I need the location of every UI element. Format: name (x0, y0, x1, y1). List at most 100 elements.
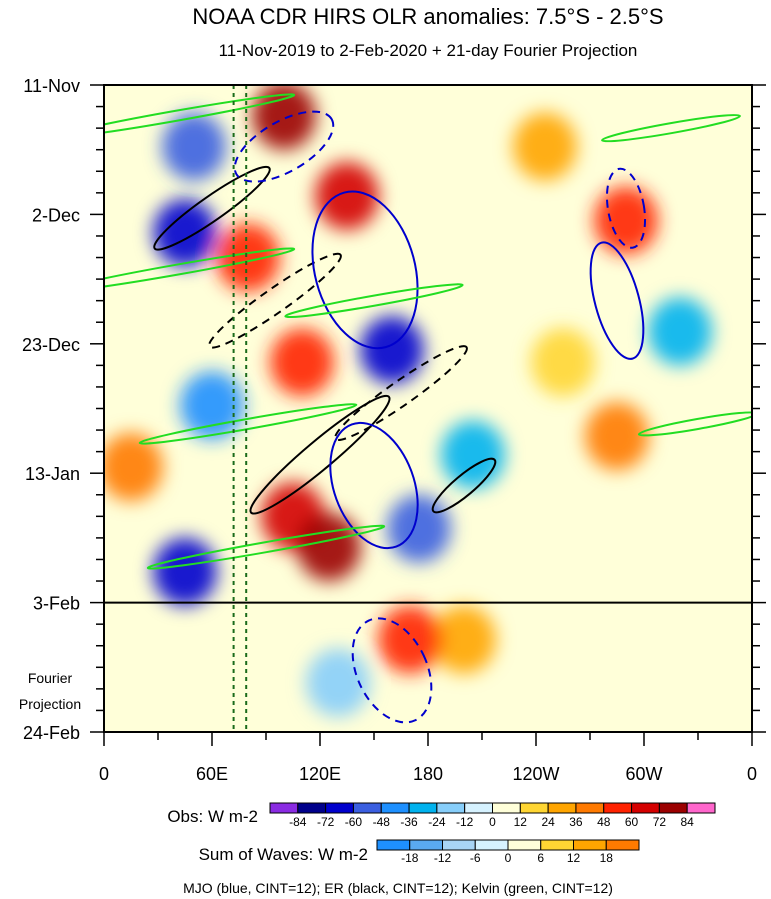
obs-colorbar-level-label: 84 (681, 815, 695, 829)
wave-contour-9 (605, 167, 647, 249)
waves-colorbar-level-label: 12 (567, 851, 581, 865)
obs-colorbar-swatch (380, 802, 410, 814)
x-tick-label: 180 (413, 764, 443, 784)
waves-colorbar-swatch (474, 839, 509, 851)
wave-contour-3 (334, 345, 468, 442)
y-tick-label: 23-Dec (22, 335, 80, 355)
waves-colorbar-swatch (442, 839, 476, 851)
obs-colorbar-level-label: 0 (489, 815, 496, 829)
anomaly-feature-16 (432, 605, 496, 674)
obs-colorbar-swatch (325, 802, 354, 814)
waves-colorbar-swatch (376, 839, 411, 851)
x-tick-label: 0 (747, 764, 757, 784)
y-tick-label: 13-Jan (25, 464, 80, 484)
waves-colorbar-level-label: -12 (434, 851, 452, 865)
wave-contour-11 (104, 93, 296, 139)
wave-contour-13 (284, 283, 464, 319)
y-tick-label: 11-Nov (23, 76, 80, 96)
wave-contour-4 (431, 457, 497, 514)
obs-colorbar-swatch (547, 802, 577, 814)
obs-colorbar-swatch (464, 802, 493, 814)
wave-legend: MJO (blue, CINT=12); ER (black, CINT=12)… (183, 880, 613, 896)
obs-colorbar-level-label: -24 (428, 815, 446, 829)
waves-colorbar-swatch (540, 839, 574, 851)
x-tick-label: 120W (512, 764, 559, 784)
projection-label-line2: Projection (19, 696, 81, 712)
x-axis: 0 60E 120E 180 120W 60W 0 (99, 732, 757, 784)
reference-lines (232, 85, 248, 732)
anomaly-feature-20 (513, 112, 577, 181)
obs-colorbar-swatch (575, 802, 605, 814)
anomaly-feature-13 (594, 186, 658, 255)
wave-contour-7 (329, 421, 419, 550)
waves-colorbar-level-label: 18 (600, 851, 614, 865)
y-tick-label: 24-Feb (23, 723, 80, 743)
waves-colorbar-level-label: -6 (470, 851, 481, 865)
wave-contour-10 (351, 617, 433, 724)
anomaly-feature-21 (531, 328, 595, 397)
waves-colorbar: -18 -12 -6 0 6 12 18 (376, 839, 640, 865)
obs-colorbar-level-label: -60 (345, 815, 363, 829)
waves-colorbar-title: Sum of Waves: W m-2 (199, 845, 368, 864)
obs-colorbar-level-label: -72 (317, 815, 335, 829)
obs-colorbar-swatch (297, 802, 327, 814)
wave-contour-14 (138, 403, 358, 445)
y-axis: 11-Nov 2-Dec 23-Dec 13-Jan 3-Feb 24-Feb (22, 76, 766, 743)
waves-colorbar-swatch (605, 839, 640, 851)
anomaly-feature-6 (360, 315, 424, 384)
anomaly-feature-2 (252, 85, 316, 150)
chart-subtitle: 11-Nov-2019 to 2-Feb-2020 + 21-day Fouri… (219, 41, 638, 60)
wave-contour-6 (311, 190, 419, 350)
waves-colorbar-level-label: 0 (505, 851, 512, 865)
anomaly-feature-17 (378, 605, 442, 674)
x-tick-label: 0 (99, 764, 109, 784)
obs-colorbar-swatch (269, 802, 299, 814)
wave-contour-15 (146, 524, 386, 570)
obs-colorbar-level-label: -36 (400, 815, 418, 829)
obs-colorbar: -84 -72 -60 -48 -36 -24 -12 0 12 24 36 48 60 72 84 (269, 802, 716, 829)
obs-colorbar-swatch (658, 802, 688, 814)
wave-contour-1 (208, 252, 342, 349)
projection-label-line1: Fourier (28, 670, 73, 686)
chart-title: NOAA CDR HIRS OLR anomalies: 7.5°S - 2.5… (192, 4, 663, 29)
anomaly-feature-19 (648, 297, 712, 366)
x-tick-label: 60W (625, 764, 662, 784)
anomaly-feature-15 (441, 420, 505, 489)
wave-contour-16 (601, 114, 741, 143)
obs-colorbar-level-label: -48 (373, 815, 391, 829)
y-tick-label: 3-Feb (33, 594, 80, 614)
wave-contour-2 (249, 394, 391, 515)
obs-colorbar-level-label: 48 (597, 815, 611, 829)
obs-colorbar-swatch (519, 802, 549, 814)
wave-contours (104, 93, 752, 724)
anomaly-feature-1 (153, 198, 217, 267)
obs-colorbar-level-label: -84 (289, 815, 307, 829)
obs-colorbar-swatch (352, 802, 382, 814)
obs-colorbar-level-label: 36 (569, 815, 583, 829)
plot-area (104, 85, 752, 732)
anomaly-feature-11 (153, 537, 217, 606)
obs-colorbar-swatch (631, 802, 660, 814)
obs-colorbar-swatch (686, 802, 716, 814)
waves-colorbar-swatch (409, 839, 443, 851)
waves-colorbar-level-label: 6 (537, 851, 544, 865)
obs-colorbar-level-label: 60 (625, 815, 639, 829)
obs-colorbar-level-label: -12 (456, 815, 474, 829)
wave-contour-8 (589, 241, 645, 360)
waves-colorbar-swatch (507, 839, 542, 851)
obs-colorbar-swatch (408, 802, 438, 814)
obs-colorbar-level-label: 24 (541, 815, 555, 829)
obs-colorbar-swatch (603, 802, 633, 814)
anomaly-feature-4 (216, 223, 280, 292)
obs-colorbar-swatch (436, 802, 466, 814)
anomaly-feature-18 (306, 648, 370, 717)
obs-colorbar-swatch (492, 802, 521, 814)
obs-colorbar-title: Obs: W m-2 (167, 807, 258, 826)
wave-contour-0 (153, 165, 271, 251)
anomaly-feature-5 (270, 328, 334, 397)
x-tick-label: 60E (196, 764, 228, 784)
anomaly-field (104, 85, 712, 717)
x-tick-label: 120E (299, 764, 341, 784)
obs-colorbar-level-label: 12 (514, 815, 528, 829)
